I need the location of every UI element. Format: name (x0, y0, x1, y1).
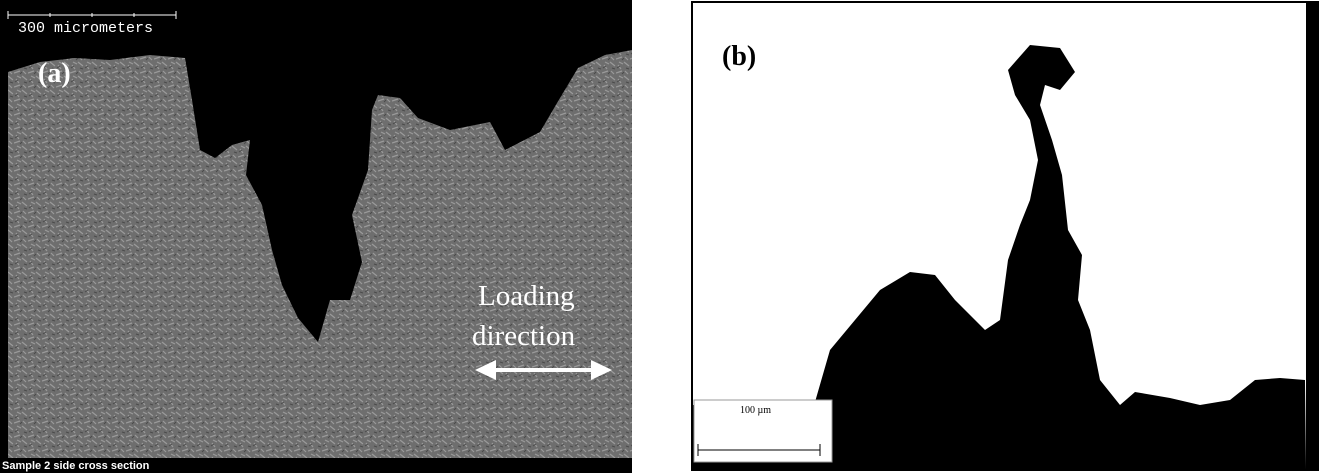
panel-label: (b) (722, 41, 756, 72)
scale-bar-label: 300 micrometers (18, 20, 153, 37)
page: {"panel_a": {"scale_bar": "300 micromete… (0, 0, 1322, 473)
panel-a: Sample 2 side cross section 300 micromet… (0, 0, 632, 473)
figure: Sample 2 side cross section 300 micromet… (0, 0, 1322, 473)
panel-label: (a) (38, 58, 71, 89)
annotation-line: Loading (478, 280, 575, 312)
panel-b: 100 µm (b) (692, 2, 1318, 470)
caption: Sample 2 side cross section (2, 460, 150, 472)
scale-bar-label: 100 µm (740, 405, 771, 416)
right-edge (1306, 2, 1318, 470)
annotation-line: direction (472, 320, 576, 352)
